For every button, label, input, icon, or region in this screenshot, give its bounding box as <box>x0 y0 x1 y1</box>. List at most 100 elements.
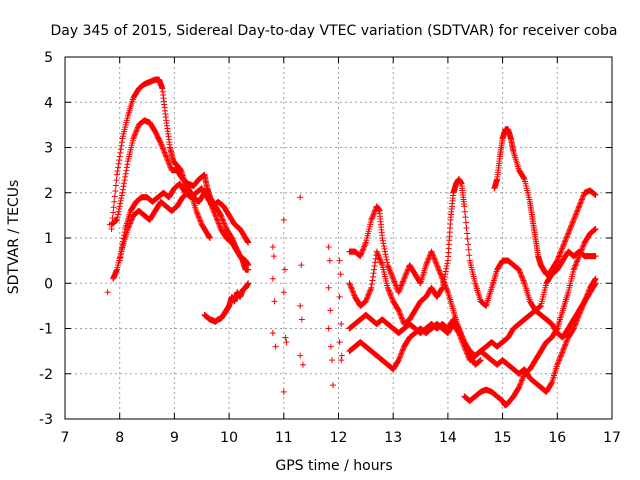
data-point <box>375 254 382 261</box>
data-point <box>404 267 411 274</box>
data-point <box>206 235 213 241</box>
data-point <box>122 173 129 180</box>
data-point <box>463 225 470 232</box>
data-point <box>519 376 526 383</box>
data-point <box>400 277 407 284</box>
data-point <box>592 253 599 260</box>
data-point <box>196 214 203 221</box>
data-point <box>436 267 443 274</box>
data-point <box>158 141 165 148</box>
data-point <box>161 149 168 156</box>
data-point <box>571 322 578 329</box>
data-point <box>585 288 592 295</box>
data-point <box>462 347 469 354</box>
data-point <box>374 251 381 258</box>
data-point <box>397 285 404 292</box>
data-point <box>119 241 126 248</box>
data-point <box>558 248 565 255</box>
data-point <box>398 282 405 289</box>
data-point <box>581 299 588 306</box>
data-point <box>559 349 566 356</box>
x-tick-label: 12 <box>330 430 348 446</box>
data-point <box>110 209 117 216</box>
data-point <box>369 214 376 221</box>
data-point <box>358 250 365 257</box>
data-point <box>572 211 579 218</box>
data-point <box>373 248 380 255</box>
data-point <box>519 374 526 381</box>
data-point <box>362 240 369 247</box>
data-point <box>576 311 583 318</box>
data-point <box>571 215 578 222</box>
data-point <box>517 269 524 276</box>
data-point <box>213 215 220 222</box>
y-tick-label: 1 <box>44 231 53 247</box>
y-tick-label: -2 <box>39 367 53 383</box>
data-point <box>463 349 470 356</box>
data-point <box>219 216 226 223</box>
data-point <box>579 244 586 251</box>
data-point <box>575 314 582 321</box>
data-point <box>361 243 368 250</box>
data-point <box>350 291 357 298</box>
data-point <box>359 247 366 254</box>
data-point <box>121 177 128 184</box>
data-point <box>117 200 124 207</box>
y-tick-label: 4 <box>44 95 53 111</box>
data-point <box>366 288 373 295</box>
data-point <box>299 361 306 368</box>
y-axis-label: SDTVAR / TECUs <box>6 180 22 295</box>
data-point <box>367 287 374 294</box>
data-point <box>592 225 599 232</box>
data-point <box>116 257 123 264</box>
data-point <box>571 263 578 270</box>
data-point <box>131 132 138 139</box>
data-point <box>220 217 227 224</box>
series-track-g <box>346 176 599 327</box>
y-tick-label: -3 <box>39 412 53 428</box>
data-point <box>210 208 217 215</box>
data-point <box>437 270 444 277</box>
data-point <box>567 225 574 232</box>
data-point <box>325 325 332 332</box>
data-point <box>167 163 174 170</box>
data-point <box>566 226 573 233</box>
data-point <box>465 353 472 360</box>
data-point <box>571 324 578 331</box>
data-point <box>328 357 335 364</box>
data-point <box>370 270 377 277</box>
data-point <box>556 252 563 259</box>
data-point <box>389 274 396 281</box>
data-point <box>565 230 572 237</box>
data-point <box>116 206 123 213</box>
data-point <box>162 150 169 157</box>
data-point <box>432 258 439 265</box>
x-axis-label: GPS time / hours <box>275 458 392 474</box>
data-point <box>130 135 137 142</box>
data-point <box>455 330 462 337</box>
data-point <box>134 125 141 132</box>
data-point <box>115 164 122 171</box>
x-tick-label: 9 <box>170 430 179 446</box>
series-gap-scatter <box>104 194 345 395</box>
data-point <box>157 139 164 146</box>
data-point <box>573 318 580 325</box>
data-point <box>115 211 122 218</box>
data-point <box>117 146 124 153</box>
data-point <box>438 285 445 292</box>
data-point <box>128 217 135 224</box>
data-point <box>118 195 125 202</box>
x-tick-label: 8 <box>115 430 124 446</box>
data-point <box>429 251 436 258</box>
data-point <box>220 219 227 226</box>
data-point <box>380 240 387 247</box>
data-point <box>360 246 367 253</box>
data-point <box>402 273 409 280</box>
data-point <box>371 266 378 273</box>
data-point <box>368 215 375 222</box>
data-point <box>165 158 172 165</box>
data-point <box>464 350 471 357</box>
data-point <box>385 286 392 293</box>
data-point <box>578 197 585 204</box>
data-point <box>574 207 581 214</box>
